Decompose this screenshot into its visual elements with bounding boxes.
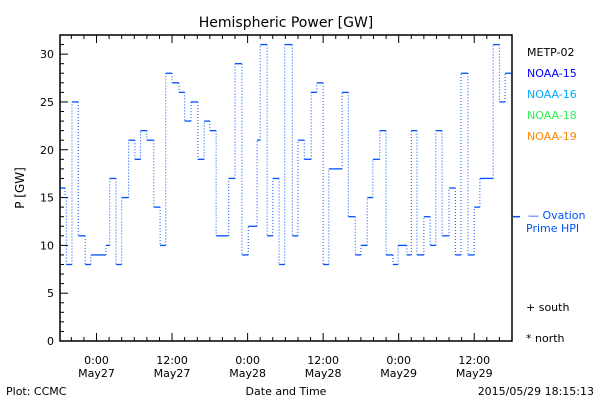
y-tick-label: 5 [47, 287, 54, 300]
footer-left: Plot: CCMC [6, 385, 67, 398]
y-tick-label: 10 [40, 239, 54, 252]
legend-noaa-18: NOAA-18 [527, 109, 577, 122]
x-tick-date: May29 [380, 367, 417, 380]
footer-timestamp: 2015/05/29 18:15:13 [478, 385, 594, 398]
legend-noaa-15: NOAA-15 [527, 67, 577, 80]
y-axis: 0 5 10 15 20 25 30 [40, 44, 68, 348]
y-tick-label: 30 [40, 48, 54, 61]
legend: METP-02 NOAA-15 NOAA-16 NOAA-18 NOAA-19 … [513, 46, 586, 345]
x-tick-time: 0:00 [84, 354, 109, 367]
y-tick-label: 0 [47, 335, 54, 348]
x-tick-time: 0:00 [235, 354, 260, 367]
x-tick-time: 12:00 [156, 354, 188, 367]
legend-metp-02: METP-02 [527, 46, 575, 59]
legend-ovation-line2: Prime HPI [526, 222, 579, 235]
legend-south: + south [526, 301, 569, 314]
legend-ovation-line1: — Ovation [528, 209, 586, 222]
x-tick-time: 12:00 [307, 354, 339, 367]
y-axis-label: P [GW] [13, 167, 27, 209]
legend-north: * north [526, 332, 565, 345]
x-axis-label: Date and Time [246, 385, 327, 398]
x-tick-time: 0:00 [386, 354, 411, 367]
plot-frame [59, 34, 513, 342]
legend-noaa-16: NOAA-16 [527, 88, 577, 101]
x-tick-time: 12:00 [458, 354, 490, 367]
chart-title: Hemispheric Power [GW] [199, 15, 374, 31]
series-ovation-prime-hpi [60, 43, 512, 266]
y-tick-label: 25 [40, 96, 54, 109]
y-tick-label: 20 [40, 144, 54, 157]
legend-noaa-19: NOAA-19 [527, 130, 577, 143]
x-tick-date: May28 [305, 367, 342, 380]
y-tick-label: 15 [40, 192, 54, 205]
x-axis: 0:00May2712:00May270:00May2812:00May280:… [70, 35, 513, 380]
x-tick-date: May29 [456, 367, 493, 380]
x-tick-date: May28 [229, 367, 266, 380]
x-tick-date: May27 [154, 367, 191, 380]
x-tick-date: May27 [78, 367, 115, 380]
